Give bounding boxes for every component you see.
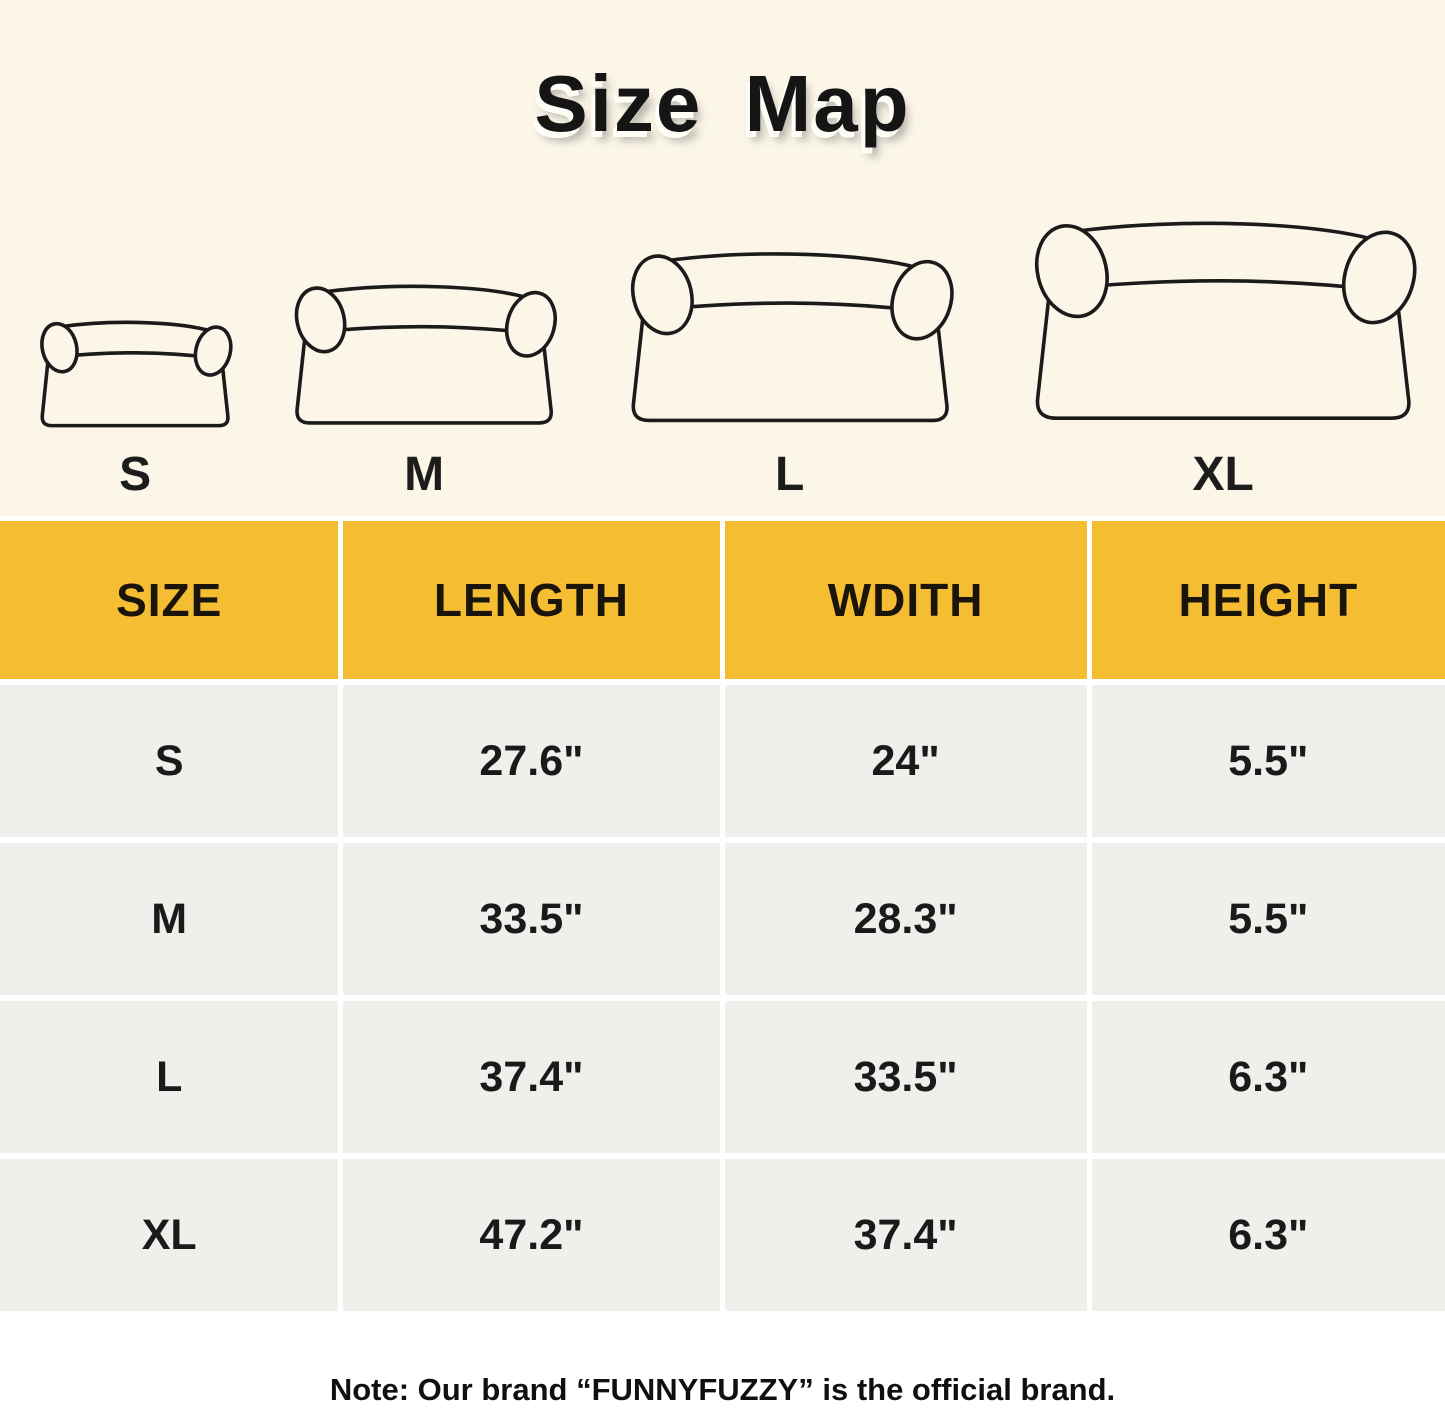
sofa-item-s: S [0,310,270,506]
cell-l-height: 6.3" [1091,1001,1445,1153]
sofa-size-label-m: M [404,448,445,501]
cell-s-height: 5.5" [1091,685,1445,837]
hero-section: Size Map S M L XL [0,0,1445,516]
header-size: SIZE [0,521,339,679]
cell-l-width: 33.5" [724,1001,1087,1153]
footer-section: Note: Our brand “FUNNYFUZZY” is the offi… [0,1311,1445,1428]
sofa-size-label-xl: XL [1192,448,1254,501]
size-table: SIZE LENGTH WDITH HEIGHT S 27.6" 24" 5.5… [0,516,1445,1311]
sofa-s-illustration-icon [36,318,238,428]
sofa-size-label-l: L [775,448,805,501]
sofa-xl-illustration-icon [1017,200,1429,434]
header-height: HEIGHT [1091,521,1445,679]
cell-m-size: M [0,843,339,995]
cell-m-length: 33.5" [343,843,720,995]
page-title: Size Map [534,59,911,148]
sofa-l-illustration-icon [616,234,964,434]
footer-note: Note: Our brand “FUNNYFUZZY” is the offi… [329,1372,1116,1407]
cell-s-length: 27.6" [343,685,720,837]
cell-s-size: S [0,685,339,837]
sofa-size-illustrations-row: S M L XL [0,150,1445,516]
sofa-item-m: M [270,270,578,506]
cell-xl-size: XL [0,1159,339,1311]
sofa-size-label-s: S [119,448,152,501]
header-width: WDITH [724,521,1087,679]
cell-s-width: 24" [724,685,1087,837]
sofa-item-xl: XL [1001,200,1445,506]
header-length: LENGTH [343,521,720,679]
cell-xl-width: 37.4" [724,1159,1087,1311]
cell-xl-height: 6.3" [1091,1159,1445,1311]
cell-m-width: 28.3" [724,843,1087,995]
sofa-item-l: L [578,234,1001,506]
sofa-m-illustration-icon [283,270,565,434]
cell-l-length: 37.4" [343,1001,720,1153]
cell-l-size: L [0,1001,339,1153]
cell-m-height: 5.5" [1091,843,1445,995]
cell-xl-length: 47.2" [343,1159,720,1311]
